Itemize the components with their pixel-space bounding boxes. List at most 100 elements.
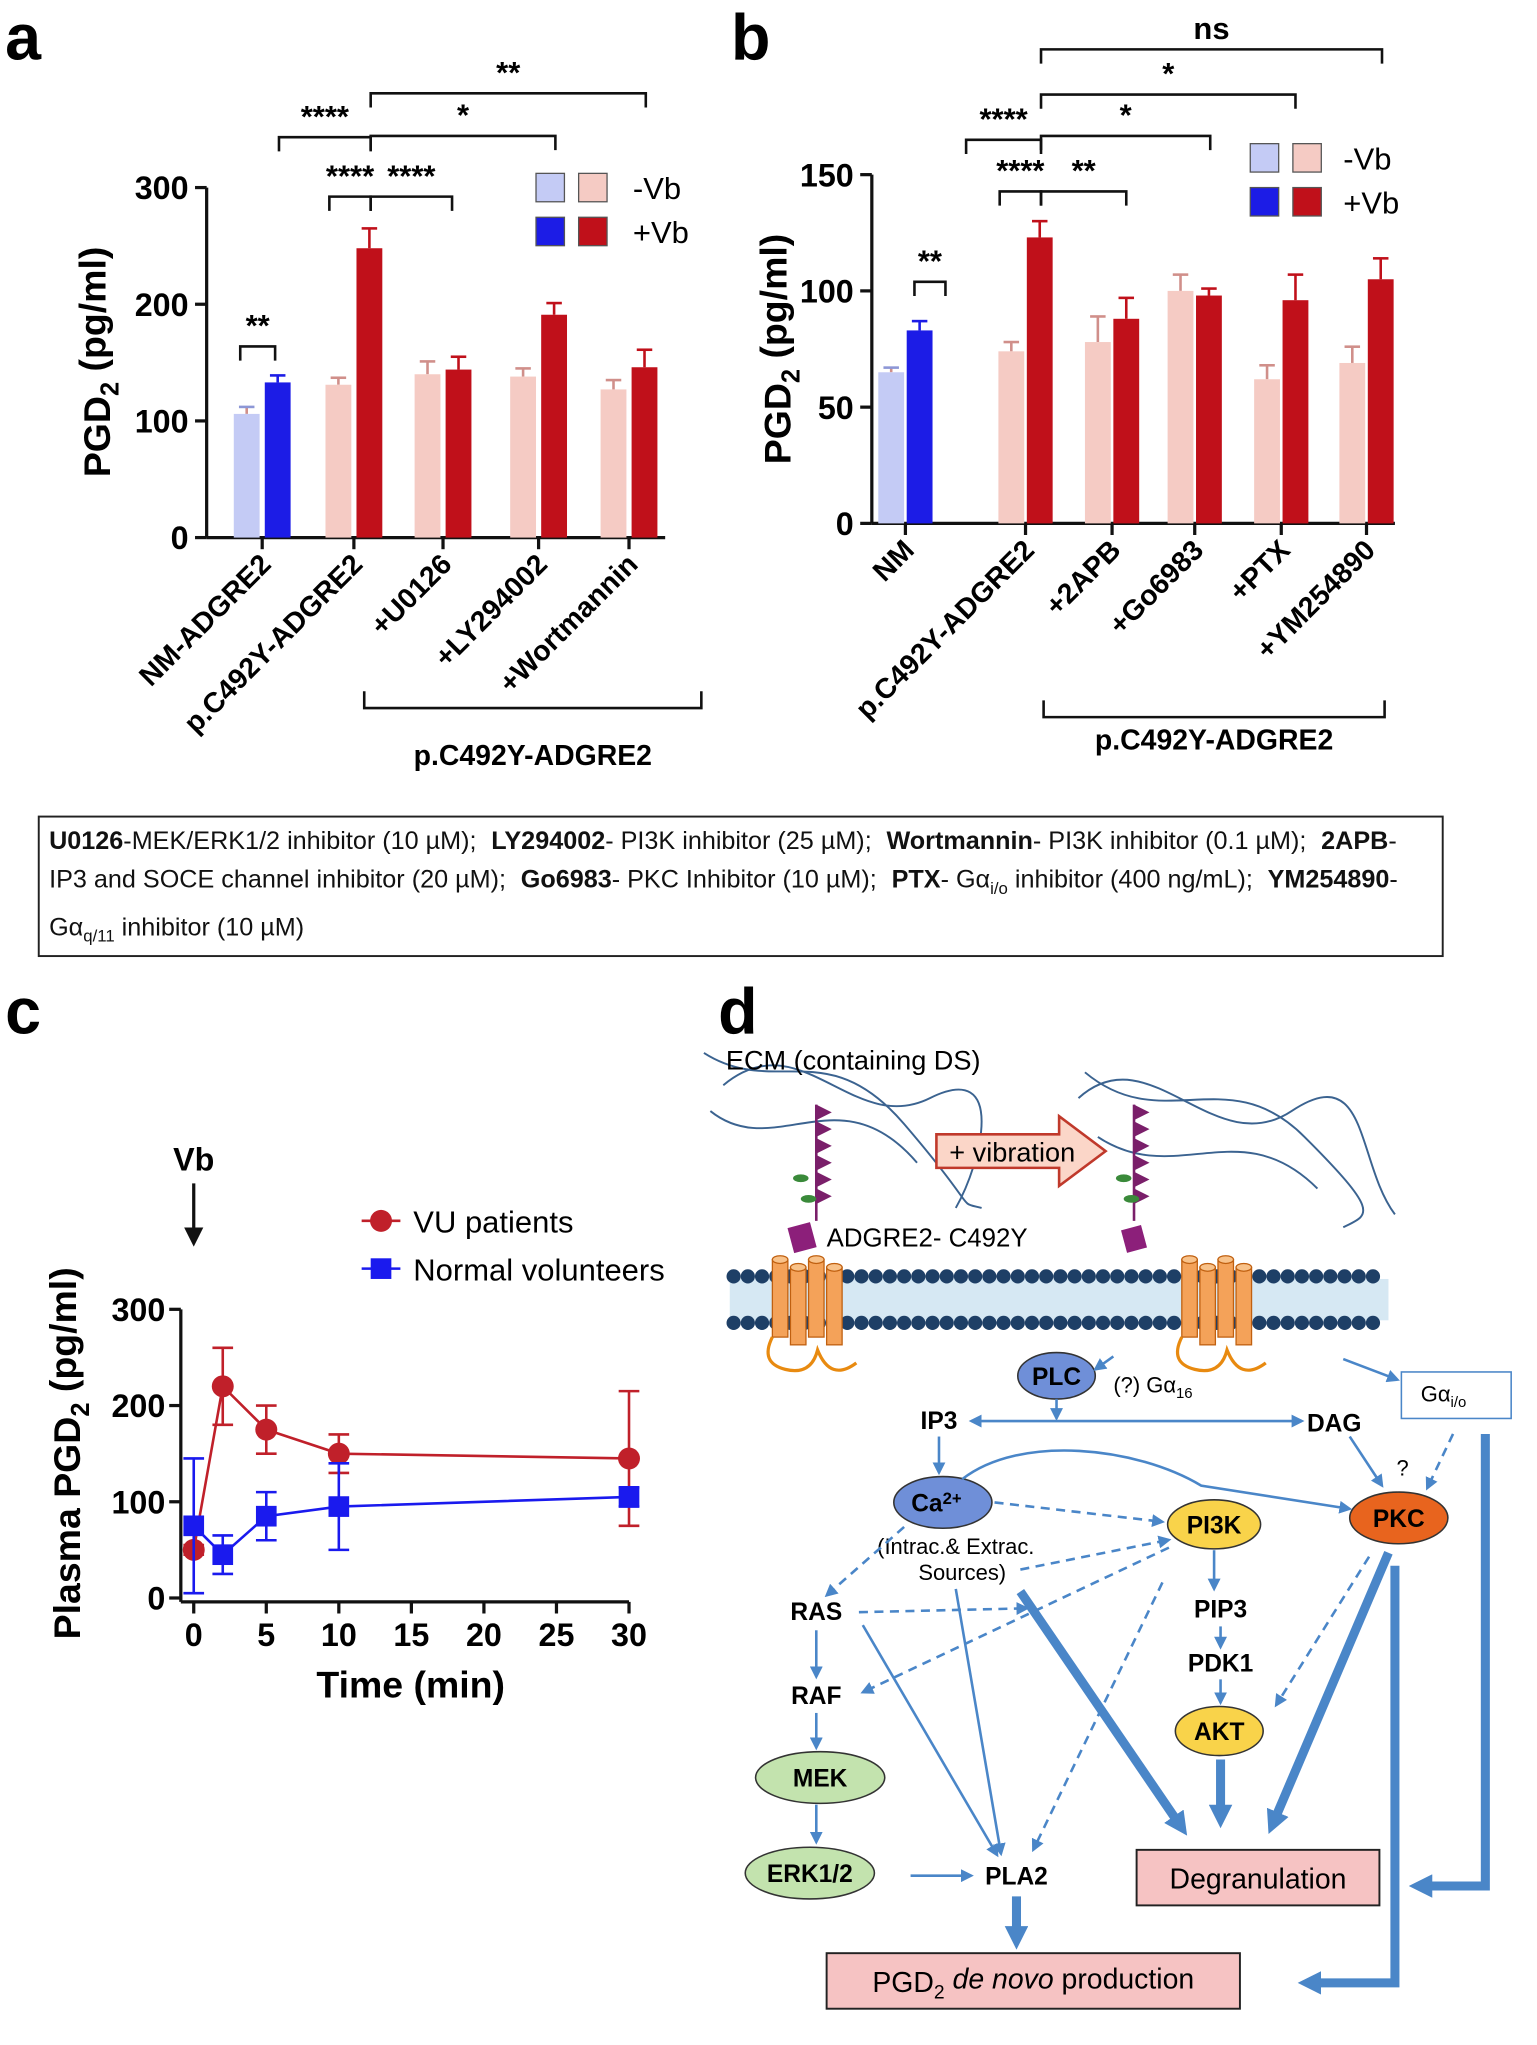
inhibitor-desc: - Gα [940,865,991,895]
vibration-label: + vibration [949,1136,1075,1167]
tm-helix [1199,1266,1217,1346]
lipid-head [1294,1269,1310,1284]
significance-bracket [1039,134,1212,151]
lipid-head [1280,1315,1295,1330]
lipid-head [1024,1269,1040,1284]
bar [1084,342,1111,524]
y-axis-label-part: (pg/ml) [752,234,794,369]
lipid-head [754,1315,770,1330]
x-axis-label: Time (min) [316,1663,505,1705]
ecm-fiber [1077,1078,1396,1215]
y-axis-label-part: 2 [97,382,125,396]
akt-label: AKT [1194,1719,1244,1746]
tm-helix [807,1258,825,1338]
ds-chain [816,1188,832,1205]
pathway-arrow-dashed [1425,1433,1455,1491]
ds-chain [1134,1121,1150,1137]
lipid-head [1024,1315,1040,1330]
significance-bracket [369,134,557,151]
akt-node [1174,1705,1264,1757]
note-box [37,815,1444,958]
legend-label: VU patients [413,1204,573,1239]
pathway-arrow-dashed [860,1546,1170,1694]
significance-bracket [1039,93,1297,109]
lipid-head [953,1315,969,1330]
lipid-head [1323,1315,1338,1330]
legend-swatch [535,216,566,247]
x-tick-label: 25 [539,1617,575,1653]
lipid-head [1095,1269,1111,1284]
lipid-head [1039,1269,1054,1284]
inhibitor-name: U0126 [49,826,124,856]
pkc-node [1348,1491,1449,1545]
legend-label: +Vb [633,215,689,250]
y-axis-label-part: PGD [756,383,798,464]
note-item: LY294002- PI3K inhibitor (25 µM); [491,827,871,855]
tm-helix [1217,1258,1235,1338]
tm-helix [825,1266,843,1346]
pdk1-label: PDK1 [1188,1651,1253,1678]
panel-label: a [5,2,42,74]
lipid-head [1039,1315,1054,1330]
lipid-head [1166,1269,1182,1284]
panel-label: b [731,2,770,74]
pathway-arrow-dashed [1031,1581,1164,1853]
ca-node [893,1475,993,1530]
y-axis-label-part: (pg/ml) [72,247,114,382]
lipid-head [968,1315,983,1330]
inhibitor-desc: inhibitor (10 µM) [114,913,305,942]
note-item: YM254890 - Gα q/11 inhibitor (10 µM) [49,866,1398,946]
legend-label: -Vb [1343,141,1391,176]
g16-label-part: (?) Gα [1113,1373,1176,1398]
significance-bracket [1039,48,1384,64]
pgd2-box [825,1952,1241,2010]
inhibitor-desc: -MEK/ERK1/2 inhibitor (10 µM); [123,826,477,856]
y-tick-label: 100 [135,404,189,440]
lipid-head [1067,1315,1082,1330]
panel-label: d [718,976,757,1048]
annotation: Vb [173,1141,214,1177]
inhibitor-name: Go6983 [520,865,612,895]
lipid-head [1124,1315,1139,1330]
bar [631,367,658,538]
pathway-arrow-thick [1266,1551,1393,1834]
group-label: p.C492Y-ADGRE2 [1095,724,1333,756]
mek-label: MEK [793,1766,848,1793]
bar [1026,237,1053,524]
lipid-head [1010,1269,1025,1284]
lipid-head [1323,1269,1338,1284]
pathway-arrow-dashed [824,1525,905,1598]
lipid-head [1309,1269,1324,1284]
x-tick-label: 5 [257,1617,275,1653]
pgd2-label-part: production [1054,1964,1195,1996]
lipid-head [1010,1315,1025,1330]
significance-label: ns [1193,11,1229,46]
note-item: Go6983- PKC Inhibitor (10 µM); [521,866,877,894]
ds-chain [1134,1104,1150,1121]
tm-helix-cap [1217,1255,1235,1265]
pathway-arrow [961,1449,1353,1514]
lipid-head [1067,1269,1082,1284]
tm-helix [771,1258,789,1338]
y-tick-label: 100 [111,1484,165,1520]
significance-bracket [369,195,454,211]
intracellular-loop [1175,1336,1267,1373]
lipid-head [1081,1315,1096,1330]
pip3-label: PIP3 [1194,1596,1247,1623]
lipid-head [1337,1269,1352,1284]
g16-label: (?) Gα16 [1113,1373,1192,1402]
lipid-head [939,1269,954,1284]
significance-bracket [328,195,372,211]
lipid-head [1365,1269,1381,1284]
gio-label-part: Gα [1421,1382,1451,1407]
point [211,1375,234,1398]
inhibitor-name: Wortmannin [886,826,1033,856]
lipid-head [1280,1269,1295,1284]
mek-node [754,1750,886,1805]
y-tick-label: 200 [111,1388,165,1424]
point [327,1442,350,1465]
bar [1367,279,1394,524]
bar [325,384,352,538]
gain-domain [787,1222,817,1254]
